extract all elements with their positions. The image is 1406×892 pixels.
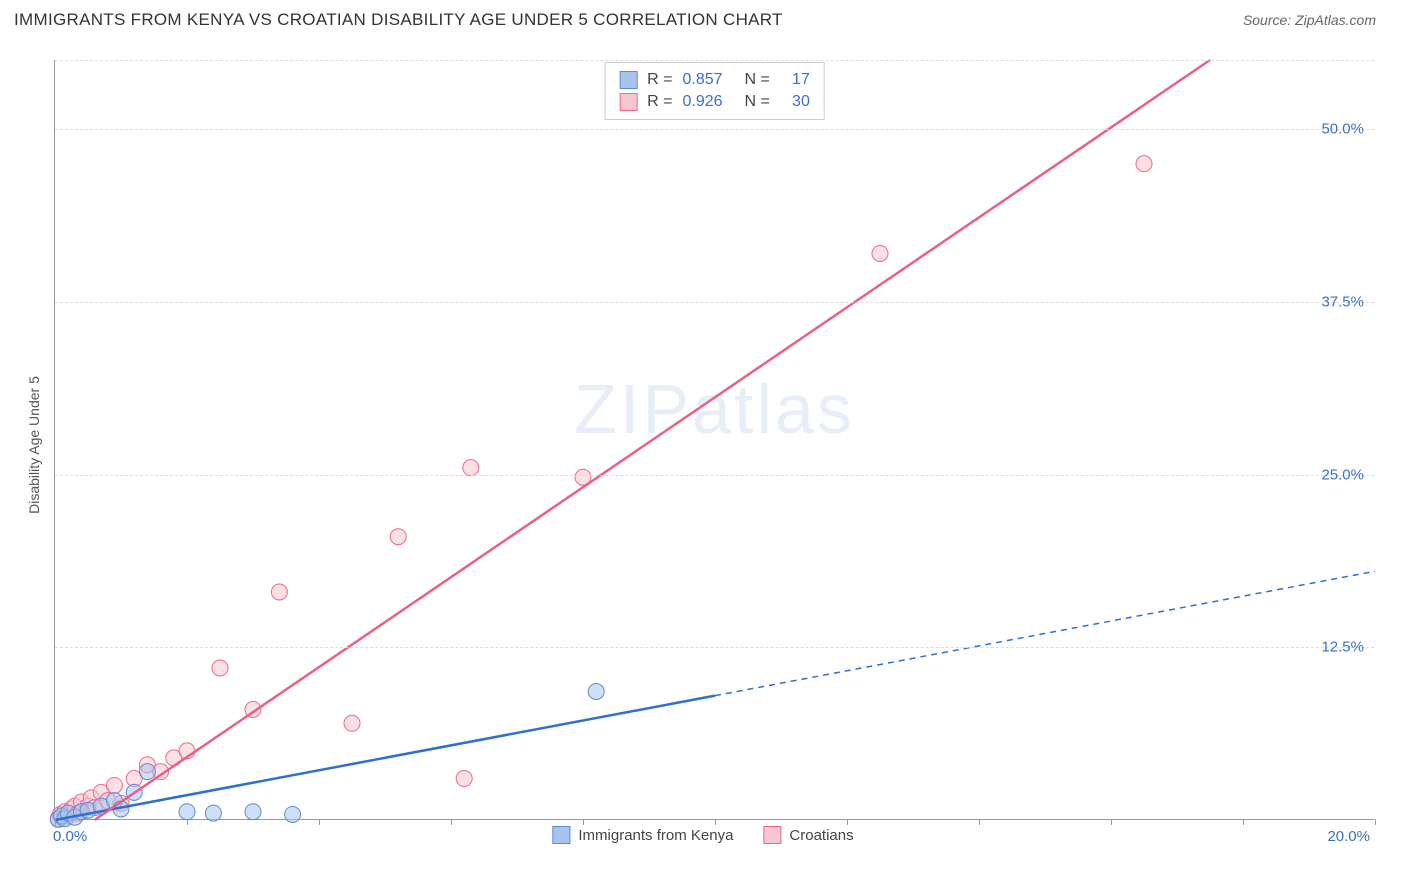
data-point: [1136, 156, 1152, 172]
legend-label-pink: Croatians: [789, 827, 853, 844]
x-tick: [1243, 819, 1244, 825]
x-tick: [319, 819, 320, 825]
y-tick-label: 50.0%: [1321, 121, 1364, 138]
x-tick: [979, 819, 980, 825]
y-tick-label: 25.0%: [1321, 466, 1364, 483]
x-min-label: 0.0%: [53, 828, 87, 845]
data-point: [463, 460, 479, 476]
data-point: [390, 529, 406, 545]
data-point: [245, 804, 261, 820]
x-tick: [583, 819, 584, 825]
regression-line-blue: [55, 696, 715, 820]
chart-container: Disability Age Under 5 ZIPatlas R = 0.85…: [14, 40, 1392, 850]
x-max-label: 20.0%: [1327, 828, 1370, 845]
data-point: [588, 683, 604, 699]
x-tick: [1375, 819, 1376, 825]
data-point: [344, 715, 360, 731]
data-point: [179, 804, 195, 820]
legend-swatch-pink: [763, 826, 781, 844]
y-tick-label: 12.5%: [1321, 639, 1364, 656]
plot-area: ZIPatlas R = 0.857 N = 17 R = 0.926 N = …: [54, 60, 1374, 820]
regression-line-pink: [95, 60, 1210, 820]
x-tick: [187, 819, 188, 825]
data-point: [872, 245, 888, 261]
gridline: [55, 60, 1374, 61]
data-point: [139, 764, 155, 780]
x-tick: [55, 819, 56, 825]
gridline: [55, 302, 1374, 303]
data-point: [106, 777, 122, 793]
x-tick: [451, 819, 452, 825]
chart-title: IMMIGRANTS FROM KENYA VS CROATIAN DISABI…: [14, 10, 783, 30]
plot-svg: [55, 60, 1374, 819]
y-tick-label: 37.5%: [1321, 293, 1364, 310]
data-point: [271, 584, 287, 600]
data-point: [212, 660, 228, 676]
series-legend: Immigrants from Kenya Croatians: [552, 826, 853, 844]
source-attribution: Source: ZipAtlas.com: [1243, 12, 1376, 28]
regression-line-blue-extrapolated: [715, 571, 1375, 695]
legend-swatch-blue: [552, 826, 570, 844]
data-point: [456, 771, 472, 787]
x-tick: [847, 819, 848, 825]
data-point: [285, 806, 301, 822]
legend-item-blue: Immigrants from Kenya: [552, 826, 733, 844]
gridline: [55, 475, 1374, 476]
x-tick: [715, 819, 716, 825]
x-tick: [1111, 819, 1112, 825]
legend-item-pink: Croatians: [763, 826, 853, 844]
gridline: [55, 129, 1374, 130]
y-axis-label: Disability Age Under 5: [26, 376, 42, 514]
gridline: [55, 647, 1374, 648]
data-point: [205, 805, 221, 821]
legend-label-blue: Immigrants from Kenya: [578, 827, 733, 844]
